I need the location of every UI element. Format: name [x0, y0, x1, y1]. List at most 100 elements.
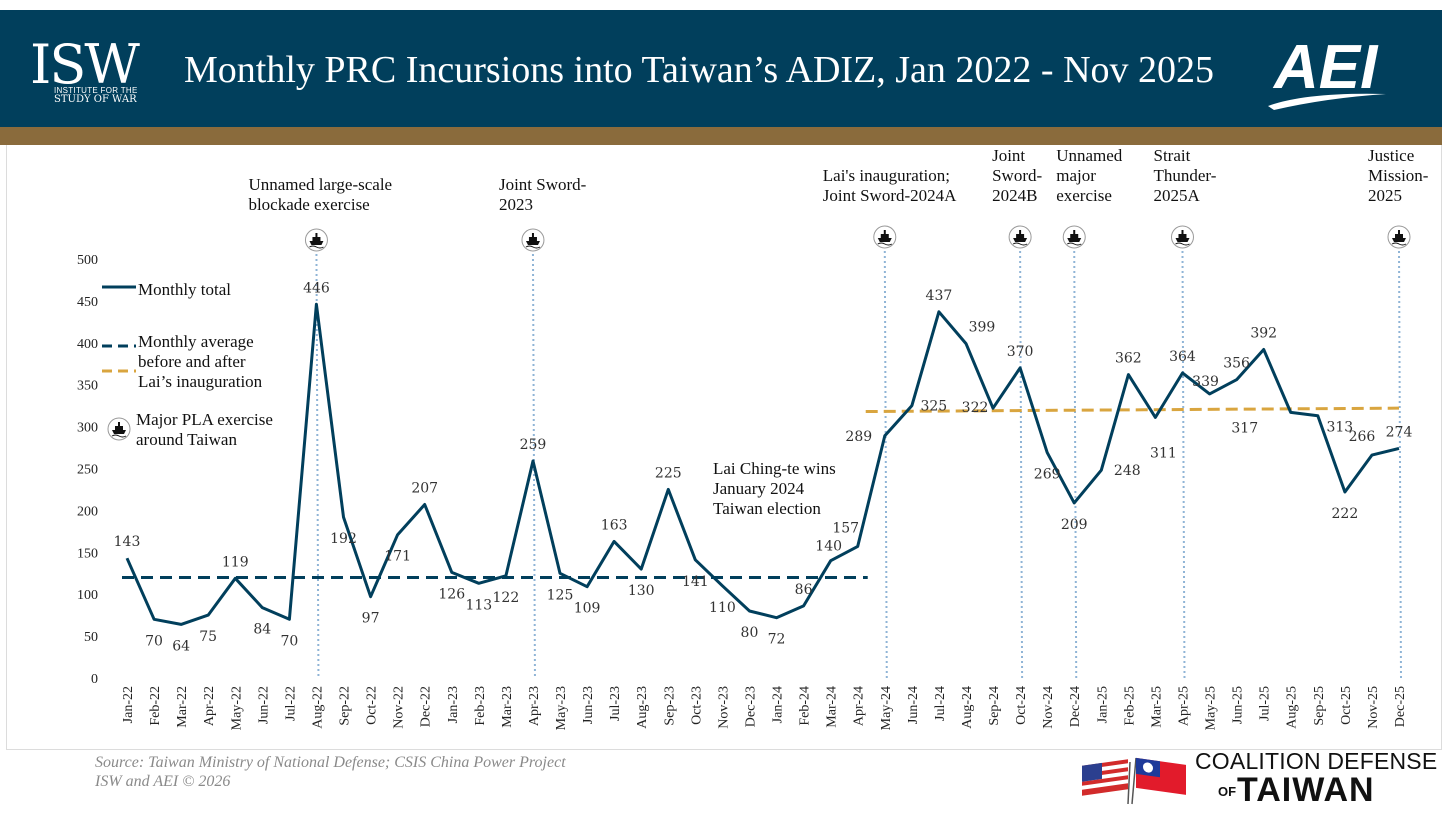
x-tick-label: Aug-25 [1285, 686, 1300, 729]
election-annotation: January 2024 [713, 479, 805, 498]
data-label: 119 [222, 554, 249, 570]
x-tick-label: Sep-22 [338, 686, 353, 726]
exercise-marker-line [531, 253, 536, 679]
header-banner [0, 10, 1442, 127]
data-label: 143 [114, 534, 141, 550]
exercise-label: Justice [1368, 146, 1414, 165]
data-label: 97 [362, 611, 380, 627]
exercise-label: Joint [992, 146, 1025, 165]
data-label: 317 [1231, 420, 1258, 436]
x-tick-label: Jun-24 [906, 686, 921, 724]
data-label: 266 [1349, 429, 1376, 445]
x-tick-label: Mar-23 [500, 686, 515, 728]
data-label: 225 [655, 465, 682, 481]
data-label: 86 [795, 582, 813, 598]
page-title: Monthly PRC Incursions into Taiwan’s ADI… [184, 49, 1215, 91]
legend-avg-label: before and after [138, 352, 246, 371]
x-tick-label: Feb-22 [148, 686, 163, 726]
exercise-label: 2024B [992, 186, 1037, 205]
coalition-of: OF [1218, 784, 1237, 799]
exercise-label: Lai's inauguration; [823, 166, 950, 185]
exercise-label: blockade exercise [248, 195, 369, 214]
x-tick-label: Apr-22 [202, 686, 217, 726]
exercise-label: Joint Sword- [499, 175, 587, 194]
exercise-marker-line [1019, 250, 1024, 679]
coalition-title: COALITION DEFENSE [1195, 748, 1438, 774]
data-label: 141 [682, 574, 709, 590]
ship-icon [1387, 225, 1411, 249]
x-tick-label: Feb-23 [473, 686, 488, 726]
exercise-marker-line [883, 250, 888, 679]
y-tick-label: 450 [77, 295, 98, 310]
x-tick-label: Jan-24 [771, 686, 786, 723]
isw-logo-subtitle-1: INSTITUTE FOR THE [54, 86, 138, 95]
x-tick-label: Dec-23 [743, 686, 758, 727]
exercise-label: 2025A [1153, 186, 1200, 205]
x-tick-label: May-25 [1204, 686, 1219, 730]
data-label: 84 [253, 622, 271, 638]
x-tick-label: Aug-22 [310, 686, 325, 729]
data-label: 311 [1150, 445, 1177, 461]
y-tick-label: 300 [77, 421, 98, 436]
y-tick-label: 50 [84, 630, 98, 645]
x-tick-label: Oct-25 [1339, 686, 1354, 725]
x-tick-label: Feb-25 [1122, 686, 1137, 726]
x-tick-label: Mar-24 [825, 686, 840, 728]
data-label: 130 [628, 583, 655, 599]
data-label: 157 [832, 520, 859, 536]
x-tick-label: Dec-22 [419, 686, 434, 727]
data-label: 163 [601, 517, 628, 533]
coalition-logo: COALITION DEFENSE OF TAIWAN [1080, 748, 1438, 809]
data-label: 325 [920, 399, 947, 415]
data-label: 289 [845, 429, 872, 445]
coalition-taiwan: TAIWAN [1237, 771, 1375, 809]
data-label: 274 [1386, 424, 1413, 440]
exercise-label: Strait [1153, 146, 1190, 165]
x-tick-label: Jul-25 [1258, 686, 1273, 721]
exercise-label: exercise [1056, 186, 1112, 205]
exercise-label: Thunder- [1153, 166, 1216, 185]
data-label: 322 [962, 400, 989, 416]
x-tick-label: May-24 [879, 686, 894, 730]
x-tick-label: Apr-24 [852, 686, 867, 726]
x-tick-label: Dec-24 [1068, 686, 1083, 727]
data-label: 313 [1326, 420, 1353, 436]
aei-logo-text: AEI [1272, 34, 1379, 102]
exercise-label: Joint Sword-2024A [823, 186, 957, 205]
exercise-label: major [1056, 166, 1096, 185]
x-tick-label: Dec-25 [1393, 686, 1408, 727]
legend-avg-label: Monthly average [138, 332, 254, 351]
monthly-total-line [125, 302, 1400, 626]
y-tick-label: 400 [77, 337, 98, 352]
y-tick-label: 0 [91, 672, 98, 687]
x-tick-label: Sep-25 [1312, 686, 1327, 726]
ship-icon [107, 417, 131, 441]
x-tick-label: Nov-23 [716, 686, 731, 729]
ship-icon [304, 228, 328, 252]
legend-total-label: Monthly total [138, 280, 231, 299]
exercise-label: Sword- [992, 166, 1042, 185]
header-accent-band [0, 127, 1442, 145]
data-label: 356 [1223, 356, 1250, 372]
x-tick-label: Nov-24 [1041, 686, 1056, 729]
x-tick-label: Jul-22 [283, 686, 298, 721]
x-tick-label: Oct-23 [689, 686, 704, 725]
data-label: 80 [741, 625, 759, 641]
aei-logo: AEI [1266, 33, 1416, 114]
data-label: 140 [815, 539, 842, 555]
x-tick-label: Jun-23 [581, 686, 596, 724]
data-label: 64 [172, 638, 190, 654]
data-label: 70 [280, 633, 298, 649]
data-label: 370 [1007, 344, 1034, 360]
x-tick-label: Apr-25 [1176, 686, 1191, 726]
flags-icon [1082, 757, 1186, 805]
x-tick-label: Aug-23 [635, 686, 650, 729]
data-label: 70 [145, 633, 163, 649]
data-label: 446 [303, 280, 330, 296]
ship-icon [1062, 225, 1086, 249]
ship-icon [1170, 225, 1194, 249]
data-label: 72 [768, 632, 786, 648]
x-tick-label: Apr-23 [527, 686, 542, 726]
data-label: 207 [411, 481, 438, 497]
